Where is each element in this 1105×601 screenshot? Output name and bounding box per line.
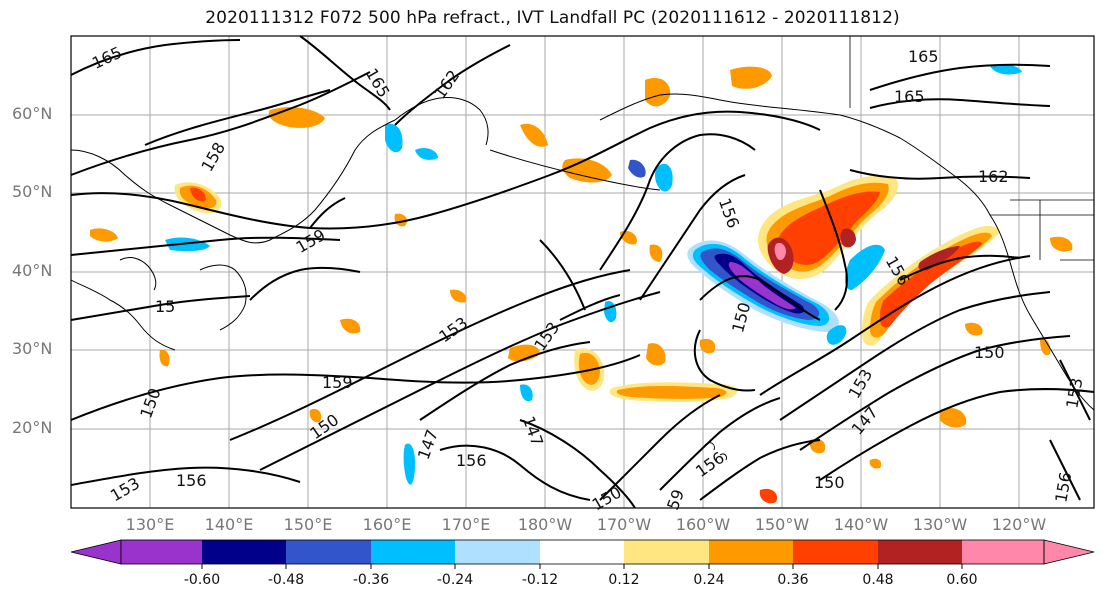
colorbar-tick-label: 0.48 (862, 572, 894, 588)
contour-label: 165 (894, 87, 925, 106)
colorbar-tick-label: 0.36 (777, 572, 809, 588)
colorbar-bin (455, 540, 540, 564)
lat-tick-label: 30°N (12, 339, 53, 358)
lat-tick-label: 40°N (12, 261, 53, 280)
map-panel: 165 165 162 165 165 162 158 159 15 153 1… (70, 35, 1095, 514)
lon-tick-label: 120°W (991, 515, 1047, 534)
colorbar-tick-label: 0.12 (608, 572, 640, 588)
lon-tick-label: 180°W (517, 515, 573, 534)
lon-tick-label: 160°W (675, 515, 731, 534)
lon-tick-label: 130°E (125, 515, 175, 534)
lat-tick-label: 50°N (12, 182, 53, 201)
colorbar-tick-label: -0.36 (352, 572, 390, 588)
contour-label: 156 (176, 471, 207, 490)
contour-label: 15 (155, 297, 175, 316)
contour-label: 156 (456, 451, 487, 470)
contour-label: 165 (908, 47, 939, 66)
colorbar-extend-high (1043, 539, 1095, 565)
contour-label: 162 (978, 167, 1009, 186)
graticule (71, 36, 1094, 508)
map-title: 2020111312 F072 500 hPa refract., IVT La… (205, 8, 900, 28)
colorbar-tick-label: 0.60 (946, 572, 978, 588)
lon-tick-label: 160°E (362, 515, 412, 534)
colorbar-bin (202, 540, 286, 564)
colorbar-bin (371, 540, 455, 564)
colorbar (70, 539, 1095, 569)
colorbar-tick-label: -0.48 (267, 572, 305, 588)
lat-tick-label: 60°N (12, 104, 53, 123)
lon-tick-label: 150°W (754, 515, 810, 534)
lat-tick-label: 20°N (12, 418, 53, 437)
colorbar-tick-label: -0.60 (183, 572, 221, 588)
contour-label: 159 (322, 373, 353, 392)
colorbar-tick-label: -0.12 (521, 572, 559, 588)
colorbar-bin (793, 540, 878, 564)
contour-label: 150 (814, 473, 845, 492)
lon-tick-label: 130°W (912, 515, 968, 534)
colorbar-bin (121, 540, 202, 564)
colorbar-tick-label: 0.24 (693, 572, 725, 588)
colorbar-bin (624, 540, 709, 564)
colorbar-bin (540, 540, 624, 564)
colorbar-bin (286, 540, 371, 564)
lon-tick-label: 140°W (833, 515, 889, 534)
refractivity-contours (70, 35, 1095, 509)
contour-label: 150 (974, 343, 1005, 362)
lon-tick-label: 170°E (441, 515, 491, 534)
colorbar-bin (709, 540, 793, 564)
colorbar-bin (878, 540, 962, 564)
lon-tick-label: 170°W (596, 515, 652, 534)
colorbar-extend-low (70, 539, 122, 565)
lon-tick-label: 150°E (283, 515, 333, 534)
colorbar-tick-label: -0.24 (436, 572, 474, 588)
colorbar-bin (962, 540, 1044, 564)
lon-tick-label: 140°E (204, 515, 254, 534)
